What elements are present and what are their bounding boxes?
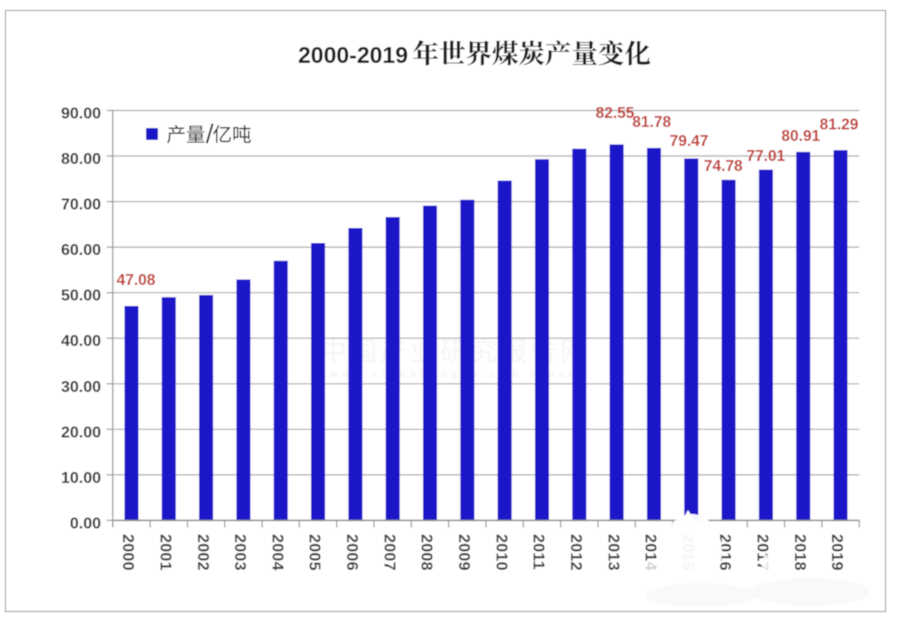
- svg-text:74.78: 74.78: [704, 158, 743, 175]
- svg-text:www.chinabaogao.com report: www.chinabaogao.com report: [329, 369, 580, 380]
- svg-text:2008: 2008: [418, 534, 435, 571]
- svg-text:2006: 2006: [343, 534, 360, 571]
- svg-text:2018: 2018: [791, 534, 808, 571]
- svg-text:2001: 2001: [156, 534, 173, 571]
- svg-text:2019: 2019: [828, 534, 845, 571]
- svg-text:80.00: 80.00: [61, 151, 101, 168]
- svg-text:2000: 2000: [119, 534, 136, 571]
- svg-text:82.55: 82.55: [596, 105, 635, 122]
- svg-text:2000-2019: 2000-2019: [298, 42, 408, 68]
- svg-text:81.29: 81.29: [820, 116, 859, 133]
- svg-text:2003: 2003: [231, 534, 248, 571]
- svg-text:2002: 2002: [194, 534, 211, 571]
- svg-text:2004: 2004: [268, 534, 285, 571]
- svg-text:47.08: 47.08: [117, 272, 156, 289]
- svg-text:50.00: 50.00: [61, 288, 101, 305]
- svg-text:2005: 2005: [306, 534, 323, 571]
- svg-text:30.00: 30.00: [61, 379, 101, 396]
- svg-text:60.00: 60.00: [61, 242, 101, 259]
- svg-text:2012: 2012: [567, 534, 584, 571]
- svg-text:2010: 2010: [492, 534, 509, 571]
- svg-text:77.01: 77.01: [746, 148, 785, 165]
- svg-text:2013: 2013: [604, 534, 621, 571]
- svg-text:90.00: 90.00: [61, 106, 101, 123]
- svg-text:81.78: 81.78: [632, 114, 671, 131]
- svg-text:2009: 2009: [455, 534, 472, 571]
- svg-text:80.91: 80.91: [781, 128, 820, 145]
- svg-text:20.00: 20.00: [61, 424, 101, 441]
- svg-text:0.00: 0.00: [70, 515, 101, 532]
- svg-text:79.47: 79.47: [670, 133, 709, 150]
- svg-text:2011: 2011: [530, 534, 547, 570]
- svg-text:40.00: 40.00: [61, 333, 101, 350]
- svg-text:10.00: 10.00: [61, 470, 101, 487]
- svg-text:70.00: 70.00: [61, 197, 101, 214]
- svg-text:2007: 2007: [380, 534, 397, 571]
